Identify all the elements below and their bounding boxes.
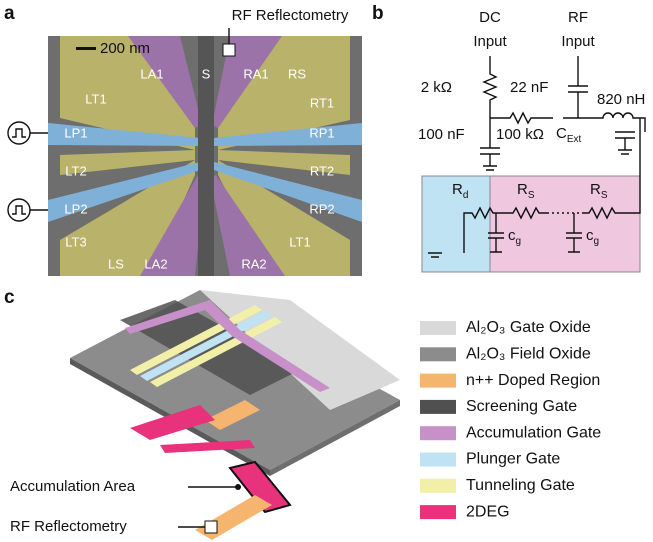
gate-label: LT3 (65, 234, 86, 249)
gate-label: S (202, 66, 211, 81)
legend-swatch (420, 321, 456, 335)
scale-bar-label: 200 nm (100, 40, 150, 57)
legend-swatch (420, 478, 456, 493)
channel-region (489, 175, 641, 273)
resistor-label: 2 kΩ (421, 79, 452, 96)
inductor-label: 820 nH (597, 91, 645, 108)
gate-label: LT2 (65, 163, 86, 178)
dc-label: Input (473, 33, 507, 50)
circuit-wires (428, 56, 646, 258)
legend-swatch (420, 373, 456, 388)
gate-label: LA1 (140, 66, 163, 81)
c-ext-label: CExt (556, 125, 582, 145)
gate-label: LP2 (64, 201, 87, 216)
dc-label: DC (479, 9, 501, 26)
cg-label: cg (586, 227, 599, 247)
legend-label: Al₂O₃ Gate Oxide (466, 319, 591, 336)
cg-label: cg (508, 227, 521, 247)
capacitor-label: 22 nF (510, 79, 548, 96)
legend-label: 2DEG (466, 503, 510, 520)
annotation: Accumulation Area (10, 478, 136, 495)
gate-label: LT1 (289, 234, 310, 249)
panel-label: c (4, 287, 15, 308)
gate-label: LS (108, 256, 124, 271)
gate-label: RT1 (310, 95, 334, 110)
rs-label: RS (517, 181, 535, 201)
legend: Al₂O₃ Gate Oxide Al₂O₃ Field Oxide n++ Dop… (420, 319, 601, 520)
legend-swatch (420, 452, 456, 467)
panel-label: b (372, 3, 384, 24)
gate-labels: LA1 S RA1 RS LT1 RT1 LP1 RP1 LT2 RT2 LP2… (64, 66, 334, 271)
rf-port (204, 520, 218, 534)
gate-label: LA2 (144, 256, 167, 271)
panel-label: a (4, 3, 15, 24)
rf-label: RF Reflectometry (232, 7, 349, 24)
legend-label: Accumulation Gate (466, 424, 601, 441)
legend-label: Tunneling Gate (466, 477, 575, 494)
legend-swatch (420, 347, 456, 362)
legend-label: Al₂O₃ Field Oxide (466, 346, 591, 363)
rs-label: RS (590, 181, 608, 201)
sem-image (48, 36, 362, 276)
legend-label: Screening Gate (466, 398, 577, 415)
rd-label: Rd (452, 181, 468, 201)
legend-swatch (420, 426, 456, 441)
gate-label: RA2 (241, 256, 266, 271)
annotation: RF Reflectometry (10, 518, 127, 535)
rf-input-label: Input (561, 33, 595, 50)
rf-input-label: RF (568, 9, 588, 26)
legend-label: n++ Doped Region (466, 372, 600, 389)
resistor-label: 100 kΩ (496, 126, 544, 143)
legend-swatch (420, 399, 456, 414)
gate-label: LT1 (85, 91, 106, 106)
gate-label: RP1 (309, 125, 334, 140)
pulse-symbols (7, 121, 48, 222)
annotation-dot (235, 484, 241, 490)
legend-swatch (420, 505, 456, 520)
gate-label: RP2 (309, 201, 334, 216)
gate-label: RA1 (243, 66, 268, 81)
gate-label: RS (288, 66, 306, 81)
dot-region (421, 175, 491, 273)
capacitor-label: 100 nF (418, 126, 465, 143)
gate-label: LP1 (64, 125, 87, 140)
gate-label: RT2 (310, 163, 334, 178)
device-3d (70, 290, 400, 540)
legend-label: Plunger Gate (466, 451, 560, 468)
rf-port (222, 43, 236, 57)
